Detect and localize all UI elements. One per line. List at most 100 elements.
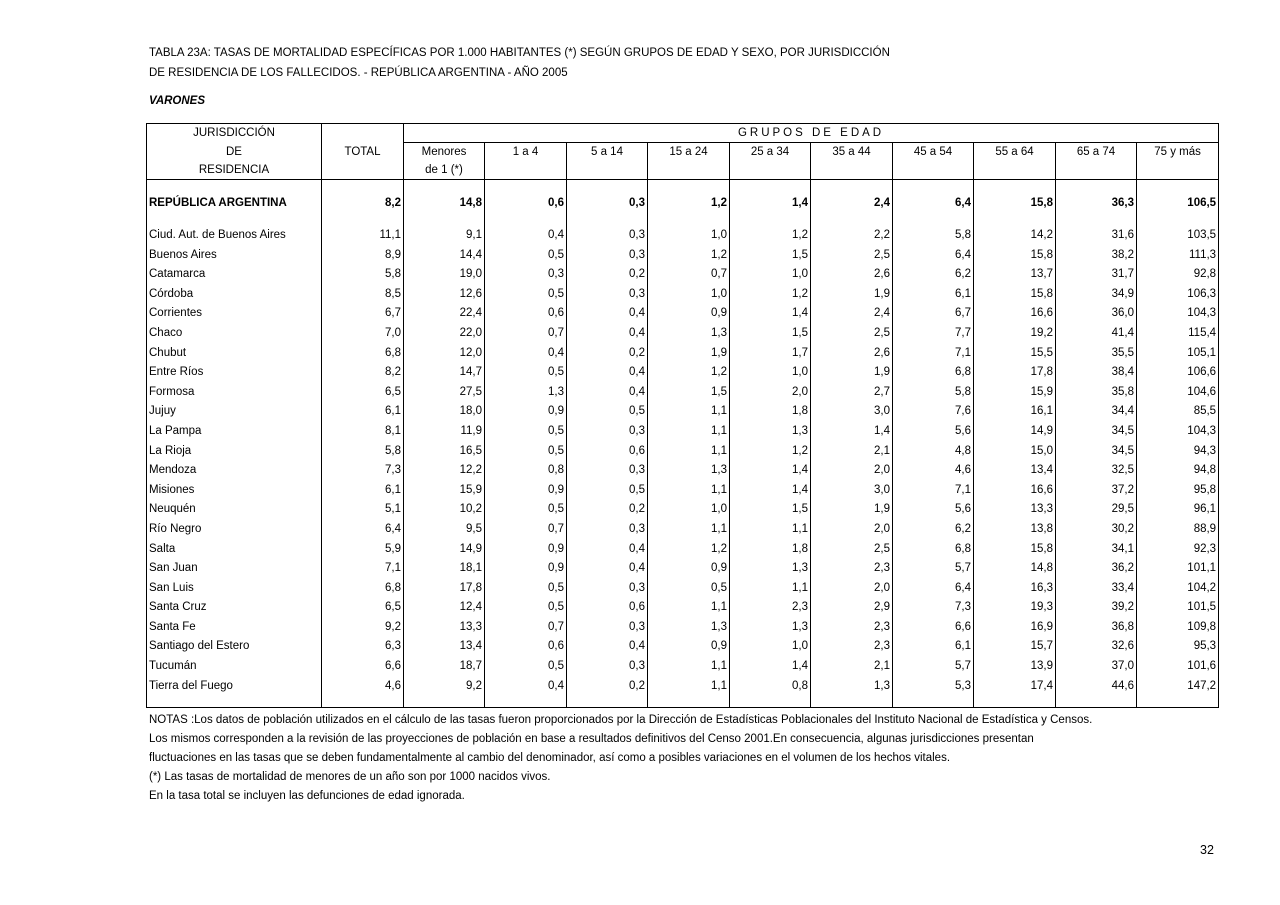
empty-cell [810, 696, 893, 708]
rate-cell: 9,2 [403, 676, 485, 697]
rate-cell: 0,7 [484, 323, 567, 344]
header-age-group-blank [729, 161, 811, 180]
rate-cell: 35,8 [1055, 382, 1137, 403]
jurisdiction-name: San Juan [149, 562, 198, 575]
rate-cell: 1,3 [729, 421, 811, 442]
rate-cell: 94,8 [1135, 461, 1219, 481]
rate-cell: 2,9 [810, 598, 893, 618]
rate-cell: 85,5 [1135, 402, 1219, 422]
empty-cell [729, 214, 811, 226]
rate-cell: 14,8 [973, 559, 1056, 579]
rate-cell: 6,4 [892, 578, 974, 599]
rate-cell: 0,3 [566, 245, 648, 266]
rate-cell: 106,6 [1135, 363, 1219, 383]
rate-cell: 1,4 [729, 461, 811, 481]
header-menores-1: Menores [403, 142, 485, 161]
rate-cell: 15,0 [973, 441, 1056, 462]
rate-cell: 3,0 [810, 402, 893, 422]
rate-cell: 2,1 [810, 657, 893, 677]
rate-cell: 18,0 [403, 402, 485, 422]
jurisdiction-name: Córdoba [149, 287, 194, 300]
rate-cell: 37,2 [1055, 480, 1137, 501]
rate-cell: 1,2 [647, 363, 730, 383]
rate-cell: 104,2 [1135, 578, 1219, 599]
rate-cell: 7,3 [321, 461, 404, 481]
jurisdiction-name: Corrientes [149, 307, 203, 320]
empty-cell [403, 696, 485, 708]
rate-cell: 8,5 [321, 284, 404, 305]
rate-cell: 14,8 [403, 192, 485, 214]
rate-cell: 0,4 [566, 304, 648, 324]
header-age-group-blank [810, 161, 893, 180]
header-age-group: 15 a 24 [647, 142, 730, 161]
rate-cell: 4,8 [892, 441, 974, 462]
rate-cell: 14,7 [403, 363, 485, 383]
rate-cell: 13,3 [403, 617, 485, 638]
jurisdiction-name: Chaco [149, 326, 183, 339]
rate-cell: 18,7 [403, 657, 485, 677]
rate-cell: 32,5 [1055, 461, 1137, 481]
rate-cell: 2,7 [810, 382, 893, 403]
table-row: Mendoza 7,3 12,2 0,8 0,3 1,3 1,4 2,0 4,6 13,4 32,5… [147, 461, 1219, 481]
empty-cell [1055, 696, 1137, 708]
rate-cell: 6,2 [892, 519, 974, 540]
rate-cell: 13,4 [973, 461, 1056, 481]
empty-cell [403, 214, 485, 226]
table-row: Neuquén 5,1 10,2 0,5 0,2 1,0 1,5 1,9 5,6 13,3 29,5… [147, 500, 1219, 520]
rate-cell: 5,7 [892, 559, 974, 579]
header-jurisdiccion-3: RESIDENCIA [146, 161, 322, 180]
rate-cell: 106,5 [1135, 192, 1219, 214]
rate-cell: 1,5 [729, 245, 811, 266]
rate-cell: 13,9 [973, 657, 1056, 677]
rate-cell: 2,4 [810, 192, 893, 214]
rate-cell: 6,1 [321, 402, 404, 422]
rate-cell: 109,8 [1135, 617, 1219, 638]
rate-cell: 36,0 [1055, 304, 1137, 324]
rate-cell: 6,4 [892, 245, 974, 266]
rate-cell: 104,3 [1135, 304, 1219, 324]
header-age-group-blank [892, 161, 974, 180]
rate-cell: 0,3 [484, 265, 567, 285]
rate-cell: 1,1 [647, 519, 730, 540]
rate-cell: 9,5 [403, 519, 485, 540]
rate-cell: 1,0 [647, 226, 730, 246]
rate-cell: 1,2 [729, 284, 811, 305]
rate-cell: 1,9 [810, 284, 893, 305]
empty-cell [647, 696, 730, 708]
rate-cell: 6,7 [321, 304, 404, 324]
rate-cell: 7,1 [321, 559, 404, 579]
rate-cell: 0,2 [566, 343, 648, 364]
rate-cell: 104,3 [1135, 421, 1219, 442]
rate-cell: 2,0 [810, 578, 893, 599]
table-subtitle: VARONES [149, 95, 206, 107]
rate-cell: 38,2 [1055, 245, 1137, 266]
rate-cell: 1,1 [647, 657, 730, 677]
table-row: Catamarca 5,8 19,0 0,3 0,2 0,7 1,0 2,6 6,2 13,7 31… [147, 265, 1219, 285]
rate-cell: 0,3 [566, 578, 648, 599]
rate-cell: 0,3 [566, 519, 648, 540]
header-age-group: 55 a 64 [973, 142, 1056, 161]
table-row: Tucumán 6,6 18,7 0,5 0,3 1,1 1,4 2,1 5,7 13,9 37,0… [147, 657, 1219, 677]
table-row: Entre Ríos 8,2 14,7 0,5 0,4 1,2 1,0 1,9 6,8 17,8 3… [147, 363, 1219, 383]
rate-cell: 1,9 [810, 363, 893, 383]
rate-cell: 0,9 [484, 480, 567, 501]
rate-cell: 19,0 [403, 265, 485, 285]
rate-cell: 0,8 [484, 461, 567, 481]
rate-cell: 0,2 [566, 676, 648, 697]
rate-cell: 101,1 [1135, 559, 1219, 579]
empty-cell [647, 179, 730, 192]
rate-cell: 0,4 [566, 539, 648, 560]
rate-cell: 19,3 [973, 598, 1056, 618]
rate-cell: 7,1 [892, 480, 974, 501]
rate-cell: 7,0 [321, 323, 404, 344]
rate-cell: 2,5 [810, 323, 893, 344]
rate-cell: 1,0 [729, 363, 811, 383]
table-row: San Juan 7,1 18,1 0,9 0,4 0,9 1,3 2,3 5,7 14,8 36,… [147, 559, 1219, 579]
jurisdiction-name: La Pampa [149, 424, 202, 437]
rate-cell: 5,8 [321, 265, 404, 285]
rate-cell: 0,3 [566, 226, 648, 246]
rate-cell: 0,5 [484, 657, 567, 677]
rate-cell: 0,6 [484, 637, 567, 658]
rate-cell: 36,8 [1055, 617, 1137, 638]
rate-cell: 0,6 [566, 441, 648, 462]
